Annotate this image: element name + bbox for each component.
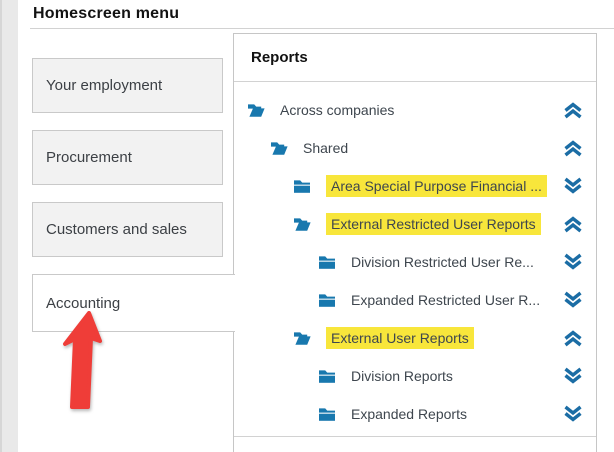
reports-panel-header: Reports (234, 34, 596, 82)
collapse-chevron-icon[interactable] (562, 138, 584, 158)
closed-folder-icon (318, 406, 336, 422)
tree-item-area-special-purpose-financial[interactable]: Area Special Purpose Financial ... (234, 167, 596, 205)
tree-item-division-restricted-user-re[interactable]: Division Restricted User Re... (234, 243, 596, 281)
open-folder-icon (293, 330, 311, 346)
sidebar-item-customers-and-sales[interactable]: Customers and sales (32, 202, 223, 257)
tree-item-expanded-restricted-user-r[interactable]: Expanded Restricted User R... (234, 281, 596, 319)
tree-item-label: Shared (303, 140, 349, 156)
left-strip (0, 0, 18, 452)
collapse-chevron-icon[interactable] (562, 100, 584, 120)
tree-item-expanded-reports[interactable]: Expanded Reports (234, 395, 596, 433)
tree-item-label: External Restricted User Reports (326, 213, 541, 235)
sidebar-item-label: Procurement (46, 149, 132, 166)
collapse-chevron-icon[interactable] (562, 214, 584, 234)
expand-chevron-icon[interactable] (562, 176, 584, 196)
tree-item-label: Across companies (280, 102, 395, 118)
reports-panel: Reports Across companies Shared (233, 33, 597, 452)
tree-item-label: Division Reports (351, 368, 453, 384)
sidebar-item-label: Your employment (46, 77, 163, 94)
reports-panel-title: Reports (251, 49, 308, 66)
sidebar-item-accounting[interactable]: Accounting (32, 274, 235, 332)
sidebar-item-label: Accounting (46, 294, 121, 312)
sidebar-item-your-employment[interactable]: Your employment (32, 58, 223, 113)
expand-chevron-icon[interactable] (562, 404, 584, 424)
tree-item-shared[interactable]: Shared (234, 129, 596, 167)
open-folder-icon (270, 140, 288, 156)
expand-chevron-icon[interactable] (562, 366, 584, 386)
tree-item-label: Expanded Reports (351, 406, 467, 422)
reports-tree: Across companies Shared (234, 82, 596, 433)
collapse-chevron-icon[interactable] (562, 328, 584, 348)
tree-item-across-companies[interactable]: Across companies (234, 91, 596, 129)
tree-item-external-user-reports[interactable]: External User Reports (234, 319, 596, 357)
tree-item-label: Expanded Restricted User R... (351, 292, 541, 308)
open-folder-icon (247, 102, 265, 118)
sidebar-item-procurement[interactable]: Procurement (32, 130, 223, 185)
tree-item-label: Area Special Purpose Financial ... (326, 175, 547, 197)
sidebar-item-label: Customers and sales (46, 221, 187, 238)
panel-bottom-divider (234, 436, 596, 437)
title-divider (30, 28, 614, 29)
expand-chevron-icon[interactable] (562, 252, 584, 272)
tree-item-external-restricted-user-reports[interactable]: External Restricted User Reports (234, 205, 596, 243)
closed-folder-icon (318, 292, 336, 308)
expand-chevron-icon[interactable] (562, 290, 584, 310)
closed-folder-icon (318, 368, 336, 384)
page-title: Homescreen menu (33, 5, 180, 22)
tree-item-division-reports[interactable]: Division Reports (234, 357, 596, 395)
closed-folder-icon (293, 178, 311, 194)
tree-item-label: External User Reports (326, 327, 474, 349)
open-folder-icon (293, 216, 311, 232)
closed-folder-icon (318, 254, 336, 270)
tree-item-label: Division Restricted User Re... (351, 254, 534, 270)
